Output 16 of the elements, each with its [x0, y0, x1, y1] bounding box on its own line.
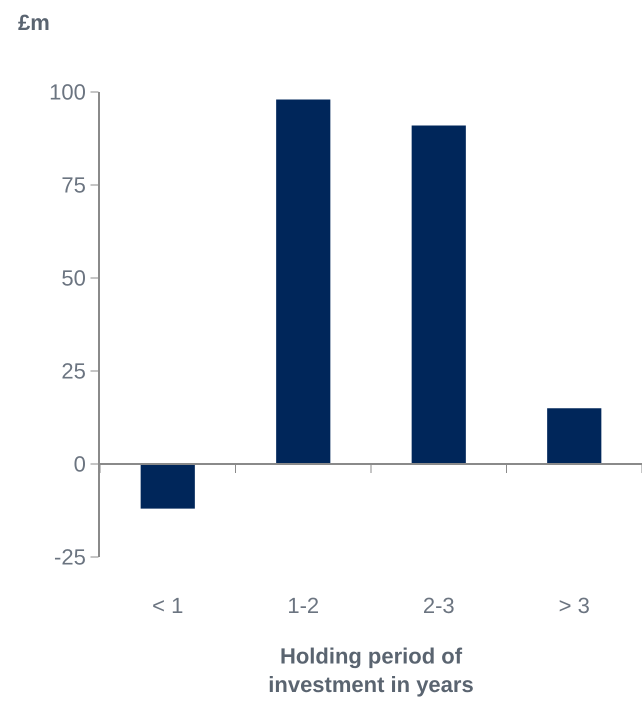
y-tick-label: -25 [54, 544, 86, 570]
bar [276, 99, 330, 464]
y-tick-label: 100 [49, 80, 86, 105]
y-tick-label: 75 [61, 172, 86, 198]
y-tick-label: 25 [61, 358, 86, 384]
x-tick-label: > 3 [558, 593, 590, 618]
x-tick-label: < 1 [152, 593, 184, 618]
x-tick-label: 2-3 [422, 593, 455, 618]
bar [140, 464, 195, 509]
bar [412, 125, 466, 464]
x-tick-label: 1-2 [287, 593, 320, 618]
x-axis-title: Holding period of investment in years [268, 644, 474, 698]
y-axis-title: £m [18, 10, 50, 35]
bar [547, 408, 602, 464]
y-tick-label: 50 [61, 266, 86, 291]
y-tick-label: 0 [74, 452, 86, 477]
